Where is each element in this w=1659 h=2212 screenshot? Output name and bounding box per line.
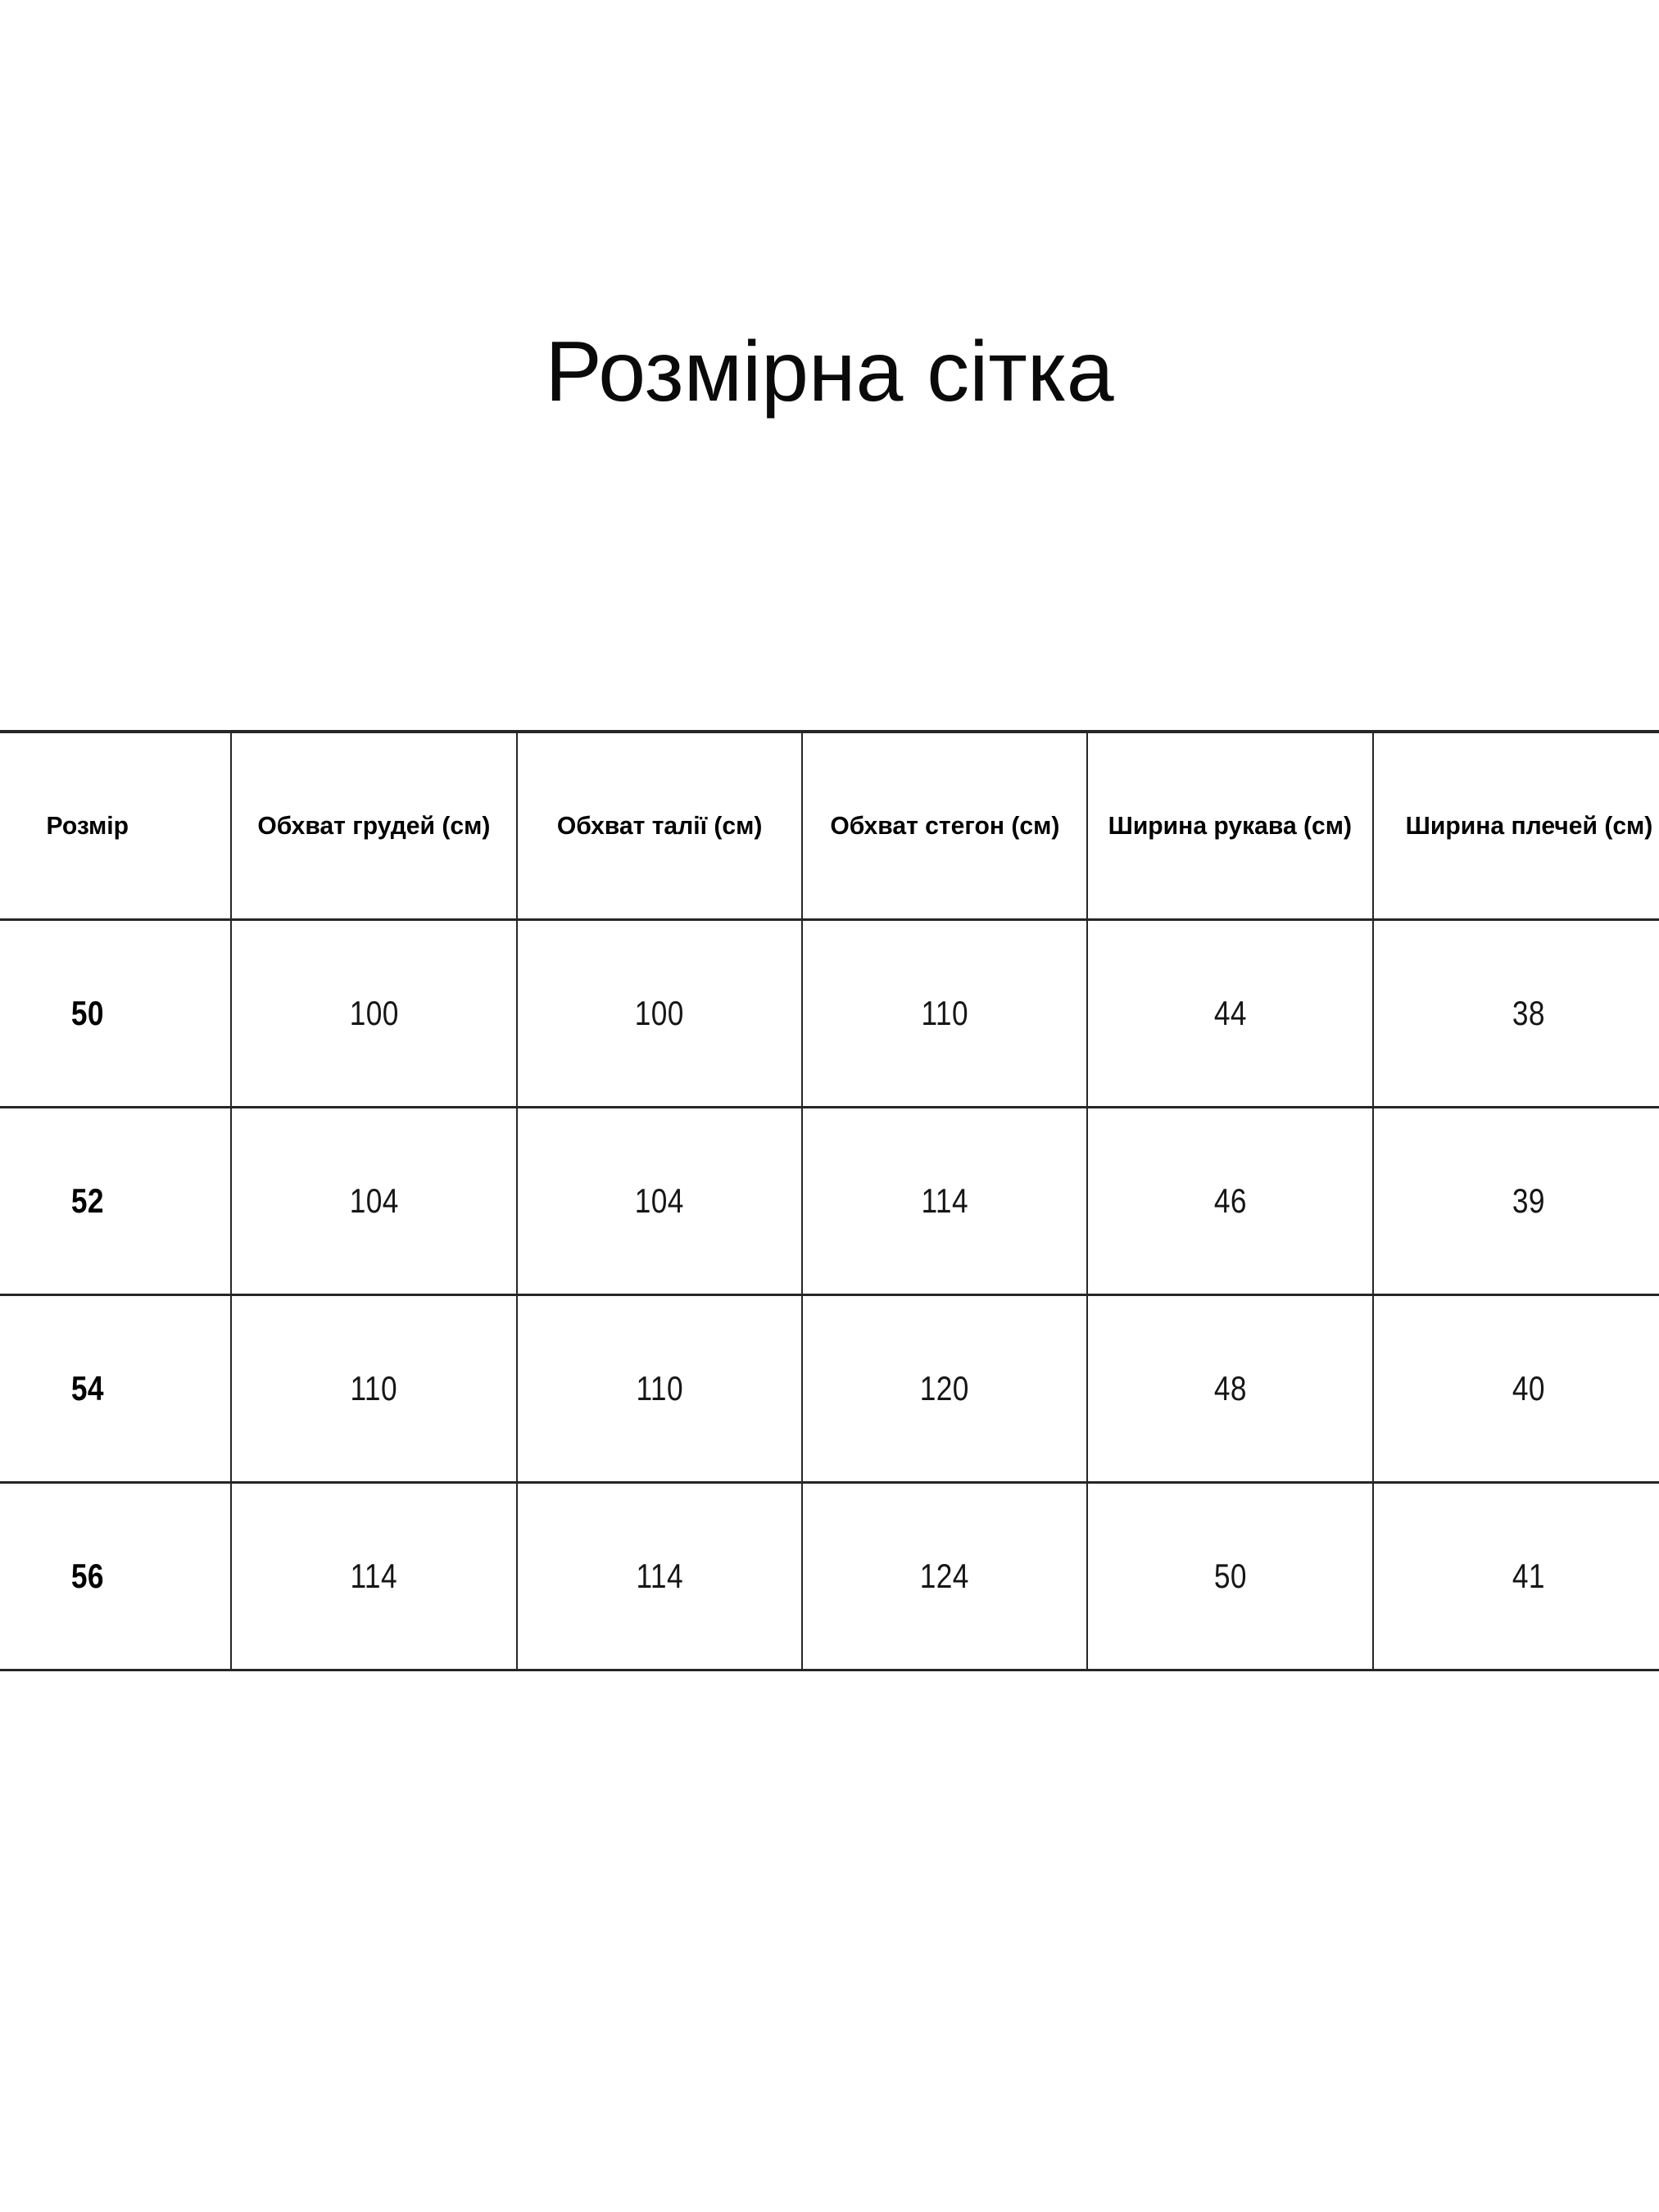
page-title: Розмірна сітка [545,324,1114,419]
sleeve-value: 50 [1213,1557,1247,1595]
sleeve-cell: 46 [1086,1106,1374,1296]
col-header-chest: Обхват грудей (см) [230,730,518,921]
col-header-size: Розмір [0,730,232,921]
chest-value: 100 [349,994,399,1032]
waist-value: 110 [636,1369,683,1407]
shoulders-value: 40 [1512,1369,1546,1407]
col-header-sleeve: Ширина рукава (см) [1086,730,1374,921]
col-header-shoulders: Ширина плечей (см) [1372,730,1659,921]
sleeve-value: 46 [1213,1181,1247,1220]
table-row-size-54: 54 110 110 120 48 40 [0,1294,1659,1484]
sleeve-value: 44 [1213,994,1247,1032]
waist-value: 104 [634,1181,685,1220]
chest-value: 110 [350,1369,398,1407]
shoulders-value: 38 [1512,994,1546,1032]
shoulders-cell: 40 [1372,1294,1659,1484]
sleeve-value: 48 [1213,1369,1247,1407]
shoulders-cell: 38 [1372,918,1659,1108]
shoulders-value: 39 [1512,1181,1546,1220]
chest-cell: 110 [230,1294,518,1484]
col-header-hips-label: Обхват стегон (см) [829,811,1060,840]
chest-cell: 104 [230,1106,518,1296]
hips-cell: 110 [801,918,1088,1108]
hips-value: 124 [919,1557,970,1595]
table-row-size-52: 52 104 104 114 46 39 [0,1106,1659,1296]
hips-cell: 114 [801,1106,1088,1296]
size-value: 50 [70,994,104,1032]
hips-cell: 124 [801,1481,1088,1671]
chest-cell: 100 [230,918,518,1108]
shoulders-cell: 39 [1372,1106,1659,1296]
hips-value: 110 [921,994,968,1032]
waist-cell: 110 [516,1294,803,1484]
size-value: 54 [70,1369,104,1407]
col-header-shoulders-label: Ширина плечей (см) [1405,811,1652,840]
sleeve-cell: 44 [1086,918,1374,1108]
size-cell: 50 [0,918,232,1108]
size-cell: 54 [0,1294,232,1484]
size-cell: 56 [0,1481,232,1671]
shoulders-cell: 41 [1372,1481,1659,1671]
waist-cell: 100 [516,918,803,1108]
waist-cell: 114 [516,1481,803,1671]
table-row-size-50: 50 100 100 110 44 38 [0,918,1659,1108]
col-header-sleeve-label: Ширина рукава (см) [1108,811,1353,840]
col-header-size-label: Розмір [46,811,129,840]
chest-value: 104 [349,1181,399,1220]
shoulders-value: 41 [1512,1557,1546,1595]
table-row-size-56: 56 114 114 124 50 41 [0,1481,1659,1671]
size-value: 52 [70,1181,104,1220]
hips-value: 114 [921,1181,968,1220]
waist-cell: 104 [516,1106,803,1296]
hips-value: 120 [919,1369,970,1407]
chest-value: 114 [350,1557,398,1595]
col-header-waist: Обхват талії (см) [516,730,803,921]
waist-value: 114 [636,1557,683,1595]
col-header-waist-label: Обхват талії (см) [556,811,763,840]
col-header-hips: Обхват стегон (см) [801,730,1088,921]
sleeve-cell: 48 [1086,1294,1374,1484]
sleeve-cell: 50 [1086,1481,1374,1671]
size-chart-table: Розмір Обхват грудей (см) Обхват талії (… [0,730,1659,1671]
header-row: Розмір Обхват грудей (см) Обхват талії (… [0,730,1659,921]
col-header-chest-label: Обхват грудей (см) [257,811,491,840]
hips-cell: 120 [801,1294,1088,1484]
waist-value: 100 [634,994,685,1032]
chest-cell: 114 [230,1481,518,1671]
size-cell: 52 [0,1106,232,1296]
size-value: 56 [70,1557,104,1595]
